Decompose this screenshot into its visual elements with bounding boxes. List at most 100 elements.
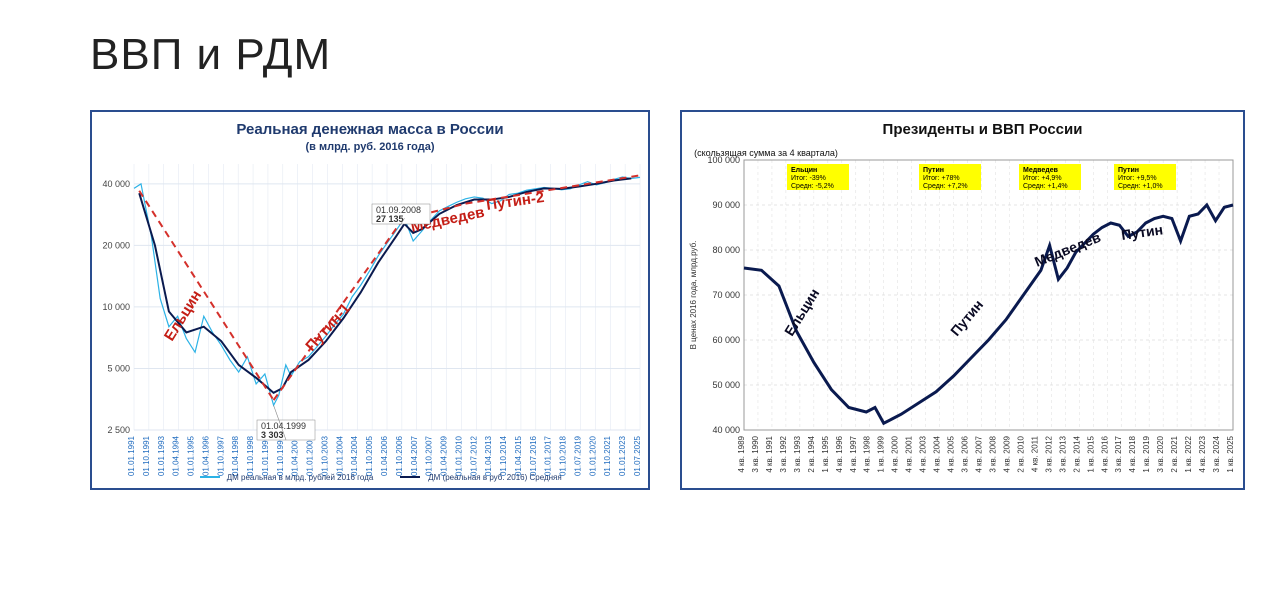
svg-text:01.10.1991: 01.10.1991	[142, 435, 151, 476]
svg-text:4 кв. 2007: 4 кв. 2007	[975, 435, 984, 472]
svg-text:Итог: -39%: Итог: -39%	[791, 175, 826, 182]
svg-text:01.04.2013: 01.04.2013	[484, 435, 493, 476]
svg-text:1 кв. 2025: 1 кв. 2025	[1226, 435, 1235, 472]
svg-text:Медведев: Медведев	[1023, 167, 1059, 174]
svg-text:Средн: +1,0%: Средн: +1,0%	[1118, 183, 1163, 190]
svg-text:4 кв. 2016: 4 кв. 2016	[1100, 435, 1109, 472]
svg-text:80 000: 80 000	[712, 245, 740, 255]
svg-text:01.07.2012: 01.07.2012	[469, 435, 478, 476]
svg-text:01.10.2006: 01.10.2006	[395, 435, 404, 476]
svg-text:3 кв. 2020: 3 кв. 2020	[1156, 435, 1165, 472]
svg-text:3 кв. 1990: 3 кв. 1990	[751, 435, 760, 472]
svg-text:1 кв. 2019: 1 кв. 2019	[1142, 435, 1151, 472]
left-chart-panel: Реальная денежная масса в России (в млрд.…	[90, 110, 650, 490]
svg-text:ДМ реальная в млрд. рублей 201: ДМ реальная в млрд. рублей 2016 года	[227, 473, 374, 482]
svg-text:2 кв. 2021: 2 кв. 2021	[1170, 435, 1179, 472]
svg-text:01.07.2025: 01.07.2025	[633, 435, 642, 476]
svg-text:3 кв. 2008: 3 кв. 2008	[988, 435, 997, 472]
svg-text:01.04.2007: 01.04.2007	[410, 435, 419, 476]
svg-text:4 кв. 2001: 4 кв. 2001	[905, 435, 914, 472]
svg-text:4 кв. 2009: 4 кв. 2009	[1002, 435, 1011, 472]
svg-text:01.04.2015: 01.04.2015	[514, 435, 523, 476]
svg-text:Путин: Путин	[923, 167, 944, 174]
svg-text:01.04.1996: 01.04.1996	[201, 435, 210, 476]
svg-text:01.01.1995: 01.01.1995	[187, 435, 196, 476]
svg-text:Реальная денежная масса в Росс: Реальная денежная масса в России	[236, 121, 503, 138]
svg-text:01.07.2016: 01.07.2016	[529, 435, 538, 476]
svg-text:Путин: Путин	[947, 297, 986, 339]
svg-text:01.04.1994: 01.04.1994	[172, 435, 181, 476]
svg-text:(в млрд. руб. 2016 года): (в млрд. руб. 2016 года)	[305, 141, 434, 153]
svg-text:4 кв. 1991: 4 кв. 1991	[765, 435, 774, 472]
svg-text:Итог: +9,5%: Итог: +9,5%	[1118, 175, 1157, 182]
svg-text:27 135: 27 135	[376, 214, 404, 224]
svg-text:4 кв. 2004: 4 кв. 2004	[933, 435, 942, 472]
svg-text:01.04.2006: 01.04.2006	[380, 435, 389, 476]
svg-text:4 кв. 2003: 4 кв. 2003	[919, 435, 928, 472]
svg-text:01.01.2017: 01.01.2017	[544, 435, 553, 476]
svg-text:60 000: 60 000	[712, 335, 740, 345]
svg-text:5 000: 5 000	[107, 363, 130, 373]
charts-row: Реальная денежная масса в России (в млрд.…	[90, 110, 1240, 490]
svg-text:4 кв. 2023: 4 кв. 2023	[1198, 435, 1207, 472]
svg-text:4 кв. 1997: 4 кв. 1997	[849, 435, 858, 472]
svg-text:01.07.2019: 01.07.2019	[573, 435, 582, 476]
svg-text:Ельцин: Ельцин	[781, 286, 822, 339]
svg-text:2 кв. 1994: 2 кв. 1994	[807, 435, 816, 472]
svg-text:4 кв. 2000: 4 кв. 2000	[891, 435, 900, 472]
svg-text:Итог: +4,9%: Итог: +4,9%	[1023, 175, 1062, 182]
svg-text:4 кв. 2011: 4 кв. 2011	[1030, 435, 1039, 472]
svg-text:3 кв. 2006: 3 кв. 2006	[961, 435, 970, 472]
svg-text:Путин-1: Путин-1	[302, 300, 354, 355]
svg-text:01.10.1997: 01.10.1997	[216, 435, 225, 476]
svg-text:01.04.2009: 01.04.2009	[440, 435, 449, 476]
svg-text:3 кв. 2012: 3 кв. 2012	[1044, 435, 1053, 472]
right-chart-svg: Президенты и ВВП России(скользящая сумма…	[682, 112, 1243, 488]
svg-text:2 кв. 2010: 2 кв. 2010	[1016, 435, 1025, 472]
svg-text:Итог: +78%: Итог: +78%	[923, 175, 960, 182]
svg-text:3 кв. 1993: 3 кв. 1993	[793, 435, 802, 472]
svg-text:Средн: -5,2%: Средн: -5,2%	[791, 183, 834, 190]
svg-text:4 кв. 2018: 4 кв. 2018	[1128, 435, 1137, 472]
svg-text:Ельцин: Ельцин	[791, 167, 817, 174]
svg-text:1 кв. 2022: 1 кв. 2022	[1184, 435, 1193, 472]
svg-text:01.04.2001: 01.04.2001	[291, 435, 300, 476]
svg-text:10 000: 10 000	[102, 302, 130, 312]
svg-text:3 303: 3 303	[261, 430, 284, 440]
svg-text:01.10.2007: 01.10.2007	[425, 435, 434, 476]
svg-text:50 000: 50 000	[712, 380, 740, 390]
svg-text:01.04.2004: 01.04.2004	[350, 435, 359, 476]
svg-text:Средн: +7,2%: Средн: +7,2%	[923, 183, 968, 190]
svg-text:1 кв. 1995: 1 кв. 1995	[821, 435, 830, 472]
svg-text:3 кв. 2013: 3 кв. 2013	[1058, 435, 1067, 472]
svg-text:01.01.1991: 01.01.1991	[127, 435, 136, 476]
svg-text:Президенты и ВВП России: Президенты и ВВП России	[883, 121, 1083, 138]
svg-text:Путин: Путин	[1118, 167, 1139, 174]
svg-text:40 000: 40 000	[712, 425, 740, 435]
svg-text:3 кв. 2017: 3 кв. 2017	[1114, 435, 1123, 472]
svg-text:01.10.2003: 01.10.2003	[320, 435, 329, 476]
svg-text:20 000: 20 000	[102, 240, 130, 250]
svg-text:01.01.2020: 01.01.2020	[588, 435, 597, 476]
page-title: ВВП и РДМ	[90, 30, 1240, 80]
svg-text:ДМ (реальная в руб. 2016) Сред: ДМ (реальная в руб. 2016) Средняя	[428, 473, 561, 482]
svg-text:70 000: 70 000	[712, 290, 740, 300]
left-chart-svg: Реальная денежная масса в России (в млрд.…	[92, 112, 648, 488]
svg-text:90 000: 90 000	[712, 200, 740, 210]
svg-text:3 кв. 1992: 3 кв. 1992	[779, 435, 788, 472]
svg-text:1 кв. 2015: 1 кв. 2015	[1086, 435, 1095, 472]
svg-text:01.10.2018: 01.10.2018	[559, 435, 568, 476]
svg-text:4 кв. 1996: 4 кв. 1996	[835, 435, 844, 472]
svg-text:4 кв. 1998: 4 кв. 1998	[863, 435, 872, 472]
svg-text:01.01.2010: 01.01.2010	[454, 435, 463, 476]
svg-text:01.10.2005: 01.10.2005	[365, 435, 374, 476]
svg-text:01.01.2002: 01.01.2002	[306, 435, 315, 476]
svg-text:3 кв. 2024: 3 кв. 2024	[1212, 435, 1221, 472]
svg-text:В ценах 2016 года, млрд.руб.: В ценах 2016 года, млрд.руб.	[689, 241, 698, 350]
svg-text:01.01.2023: 01.01.2023	[618, 435, 627, 476]
svg-text:4 кв. 2005: 4 кв. 2005	[947, 435, 956, 472]
svg-text:Средн: +1,4%: Средн: +1,4%	[1023, 183, 1068, 190]
svg-text:2 500: 2 500	[107, 425, 130, 435]
svg-text:01.10.1998: 01.10.1998	[246, 435, 255, 476]
svg-text:01.10.2014: 01.10.2014	[499, 435, 508, 476]
